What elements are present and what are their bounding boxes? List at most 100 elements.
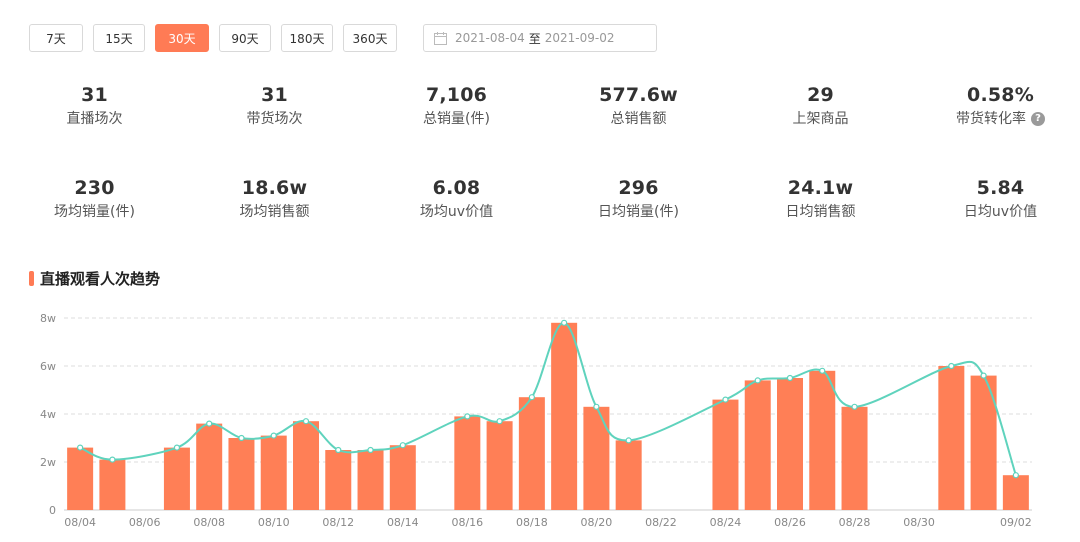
stat-label: 日均销售额: [730, 202, 911, 222]
stat-value: 29: [807, 84, 834, 106]
line-point: [1012, 472, 1019, 479]
question-circle-icon[interactable]: ?: [1031, 112, 1045, 126]
stat-label-text: 总销售额: [610, 111, 667, 127]
stat-card: 7,106 总销量(件): [366, 83, 547, 129]
y-tick-label: 2w: [40, 456, 56, 469]
line-point: [77, 444, 84, 451]
stat-label-text: 直播场次: [66, 111, 123, 127]
stat-label-text: 日均uv价值: [963, 204, 1038, 220]
line-point: [754, 377, 761, 384]
stat-label: 带货场次: [184, 109, 365, 129]
x-tick-label: 08/04: [64, 516, 96, 529]
date-start[interactable]: 2021-08-04: [455, 31, 525, 45]
stat-card: 577.6w 总销售额: [548, 83, 729, 129]
line-point: [625, 437, 632, 444]
x-tick-label: 08/06: [129, 516, 161, 529]
bar: [615, 440, 642, 510]
stat-label-text: 日均销售额: [785, 204, 856, 220]
stat-value: 230: [74, 177, 115, 199]
bar: [1002, 475, 1029, 510]
bar: [777, 378, 803, 510]
stat-label: 上架商品: [730, 109, 911, 129]
chart-section-title: 直播观看人次趋势: [29, 268, 160, 289]
viewer-trend-chart: 0 2w 4w 6w 8w 08/04 08/06 08/08 08/10 08/12 08/14 0…: [40, 312, 1032, 529]
line-point: [367, 446, 374, 454]
bar: [551, 322, 578, 510]
line-point: [593, 403, 600, 410]
stat-label-text: 场均销量(件): [54, 204, 135, 220]
bar: [99, 459, 126, 510]
stat-value: 24.1w: [787, 177, 854, 199]
line-point: [335, 446, 342, 454]
stat-label: 日均uv价值: [910, 202, 1080, 222]
period-button[interactable]: 30天: [155, 24, 209, 52]
line-point: [948, 362, 955, 370]
x-tick-label: 08/30: [903, 516, 935, 529]
stat-value: 31: [81, 84, 108, 106]
stat-card: 5.84 日均uv价值: [910, 176, 1080, 222]
line-point: [238, 434, 245, 442]
stat-card: 24.1w 日均销售额: [730, 176, 911, 222]
bar: [583, 406, 610, 510]
stat-value: 5.84: [976, 177, 1025, 199]
stat-label-text: 场均uv价值: [419, 204, 494, 220]
stat-value: 296: [618, 177, 659, 199]
bar: [841, 406, 868, 510]
stat-label: 日均销量(件): [548, 202, 729, 222]
y-tick-label: 0: [49, 504, 56, 517]
stat-label: 场均销售额: [184, 202, 365, 222]
stat-label-text: 上架商品: [792, 111, 849, 127]
stat-value: 0.58%: [967, 84, 1034, 106]
line-point: [496, 418, 503, 425]
title-accent-bar: [29, 271, 34, 286]
stat-card: 31 带货场次: [184, 83, 365, 129]
line-point: [980, 372, 987, 379]
bar: [228, 438, 255, 510]
bar: [293, 421, 319, 510]
x-tick-label: 08/08: [193, 516, 225, 529]
stat-label-text: 总销量(件): [423, 111, 490, 127]
stat-card: 31 直播场次: [4, 83, 185, 129]
bar: [163, 447, 190, 510]
period-selector: 7天 15天 30天 90天 180天 360天: [29, 24, 407, 52]
stat-label: 总销量(件): [366, 109, 547, 129]
stat-card: 230 场均销量(件): [4, 176, 185, 222]
stat-value: 6.08: [432, 177, 481, 199]
bar: [486, 421, 513, 510]
period-button[interactable]: 7天: [29, 24, 83, 52]
bar: [744, 380, 771, 510]
stat-label-text: 场均销售额: [239, 204, 310, 220]
line-point: [786, 374, 794, 382]
line-point: [722, 396, 729, 403]
x-tick-label: 08/10: [258, 516, 290, 529]
date-range-picker[interactable]: 2021-08-04 至 2021-09-02: [423, 24, 657, 52]
stat-label: 带货转化率?: [910, 109, 1080, 129]
date-end[interactable]: 2021-09-02: [544, 31, 615, 45]
bar: [712, 399, 739, 510]
bar: [389, 445, 416, 510]
stat-label-text: 日均销量(件): [598, 204, 679, 220]
stat-value: 31: [261, 84, 288, 106]
date-separator: 至: [528, 31, 541, 46]
x-tick-label: 08/12: [322, 516, 354, 529]
line-point: [528, 394, 535, 401]
bar: [454, 416, 481, 510]
x-tick-label: 08/18: [516, 516, 548, 529]
stat-value: 577.6w: [599, 84, 678, 106]
toolbar: 7天 15天 30天 90天 180天 360天 2021-08-04 至 2021-09…: [29, 24, 657, 52]
line-point: [464, 413, 471, 420]
period-button[interactable]: 90天: [219, 24, 271, 52]
bar: [809, 370, 836, 510]
stat-label: 场均uv价值: [366, 202, 547, 222]
x-tick-label: 08/16: [451, 516, 483, 529]
line-point: [819, 367, 826, 374]
stat-card: 0.58% 带货转化率?: [910, 83, 1080, 129]
period-button[interactable]: 15天: [93, 24, 145, 52]
bar: [325, 450, 352, 510]
period-button[interactable]: 180天: [281, 24, 333, 52]
stat-label-text: 带货场次: [246, 111, 303, 127]
y-tick-label: 6w: [40, 360, 56, 373]
line-point: [399, 442, 406, 449]
period-button[interactable]: 360天: [343, 24, 397, 52]
bar: [518, 397, 545, 510]
